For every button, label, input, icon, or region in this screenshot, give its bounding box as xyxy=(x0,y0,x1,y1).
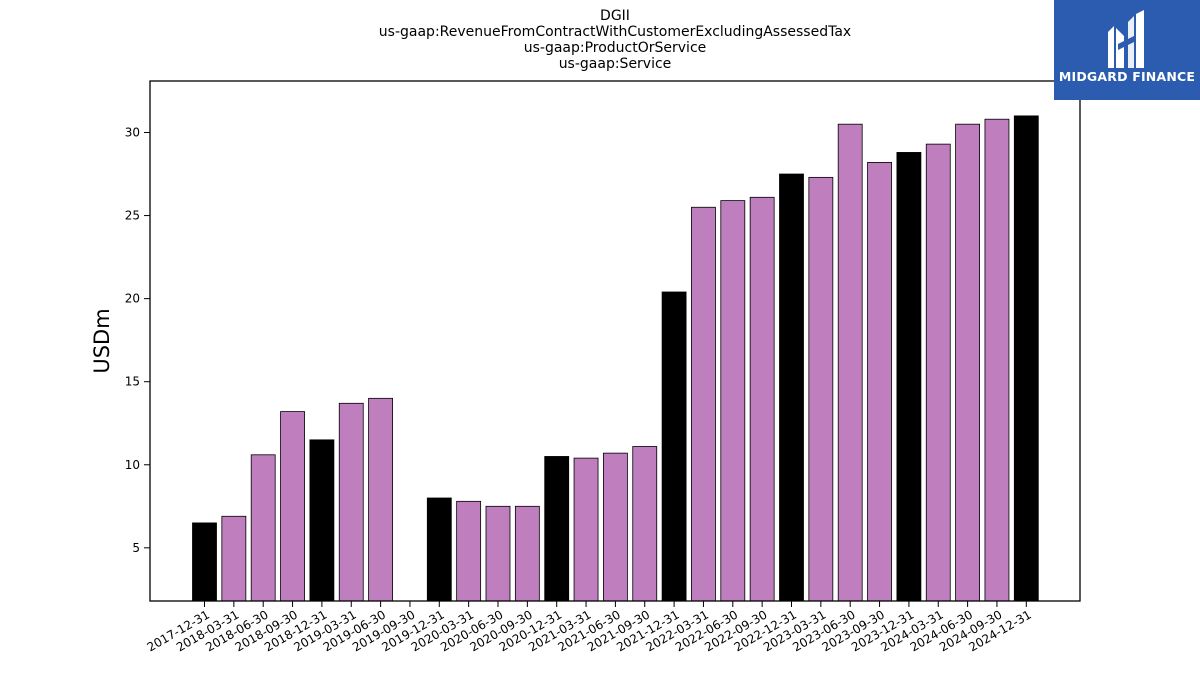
y-axis-label: USDm xyxy=(90,308,114,373)
bar xyxy=(192,522,217,602)
bar xyxy=(808,176,834,602)
y-tick-label: 30 xyxy=(125,126,140,140)
bar xyxy=(426,497,452,602)
bar xyxy=(485,505,511,602)
bar xyxy=(749,196,775,602)
bar xyxy=(603,452,628,602)
bar xyxy=(896,152,922,602)
bar xyxy=(925,143,951,602)
chart-title: DGIIus-gaap:RevenueFromContractWithCusto… xyxy=(379,8,851,72)
bar xyxy=(544,456,570,602)
bars xyxy=(192,115,1039,602)
bar xyxy=(837,123,863,602)
bar xyxy=(720,200,746,602)
bar xyxy=(573,457,599,602)
bar xyxy=(1013,115,1039,602)
logo-text: MIDGARD FINANCE xyxy=(1058,69,1196,84)
x-axis: 2017-12-312018-03-312018-06-302018-09-30… xyxy=(145,601,1034,654)
bar xyxy=(632,446,658,602)
chart-title-line: us-gaap:ProductOrService xyxy=(524,40,707,56)
y-tick-label: 5 xyxy=(132,541,140,555)
bar xyxy=(779,173,804,602)
y-tick-label: 15 xyxy=(125,375,140,389)
bar xyxy=(867,162,892,602)
y-tick-label: 10 xyxy=(125,458,140,472)
y-tick-label: 20 xyxy=(125,292,140,306)
bar xyxy=(221,515,247,602)
chart-title-line: DGII xyxy=(600,8,630,24)
bar xyxy=(691,206,716,602)
bar xyxy=(514,505,540,602)
y-axis: 5 10 15 20 25 30 xyxy=(125,126,150,555)
bar xyxy=(280,411,305,602)
bar xyxy=(661,291,687,602)
bar xyxy=(955,123,980,602)
bar xyxy=(456,500,482,602)
y-tick-label: 25 xyxy=(125,209,140,223)
bar xyxy=(368,397,394,602)
bar xyxy=(984,118,1010,602)
bar xyxy=(250,454,276,602)
bar xyxy=(338,402,364,602)
midgard-logo-icon xyxy=(1108,10,1144,68)
chart-title-line: us-gaap:RevenueFromContractWithCustomerE… xyxy=(379,24,851,40)
midgard-finance-logo: MIDGARD FINANCE xyxy=(1054,0,1200,100)
bar xyxy=(309,439,335,602)
chart-title-line: us-gaap:Service xyxy=(559,56,672,72)
